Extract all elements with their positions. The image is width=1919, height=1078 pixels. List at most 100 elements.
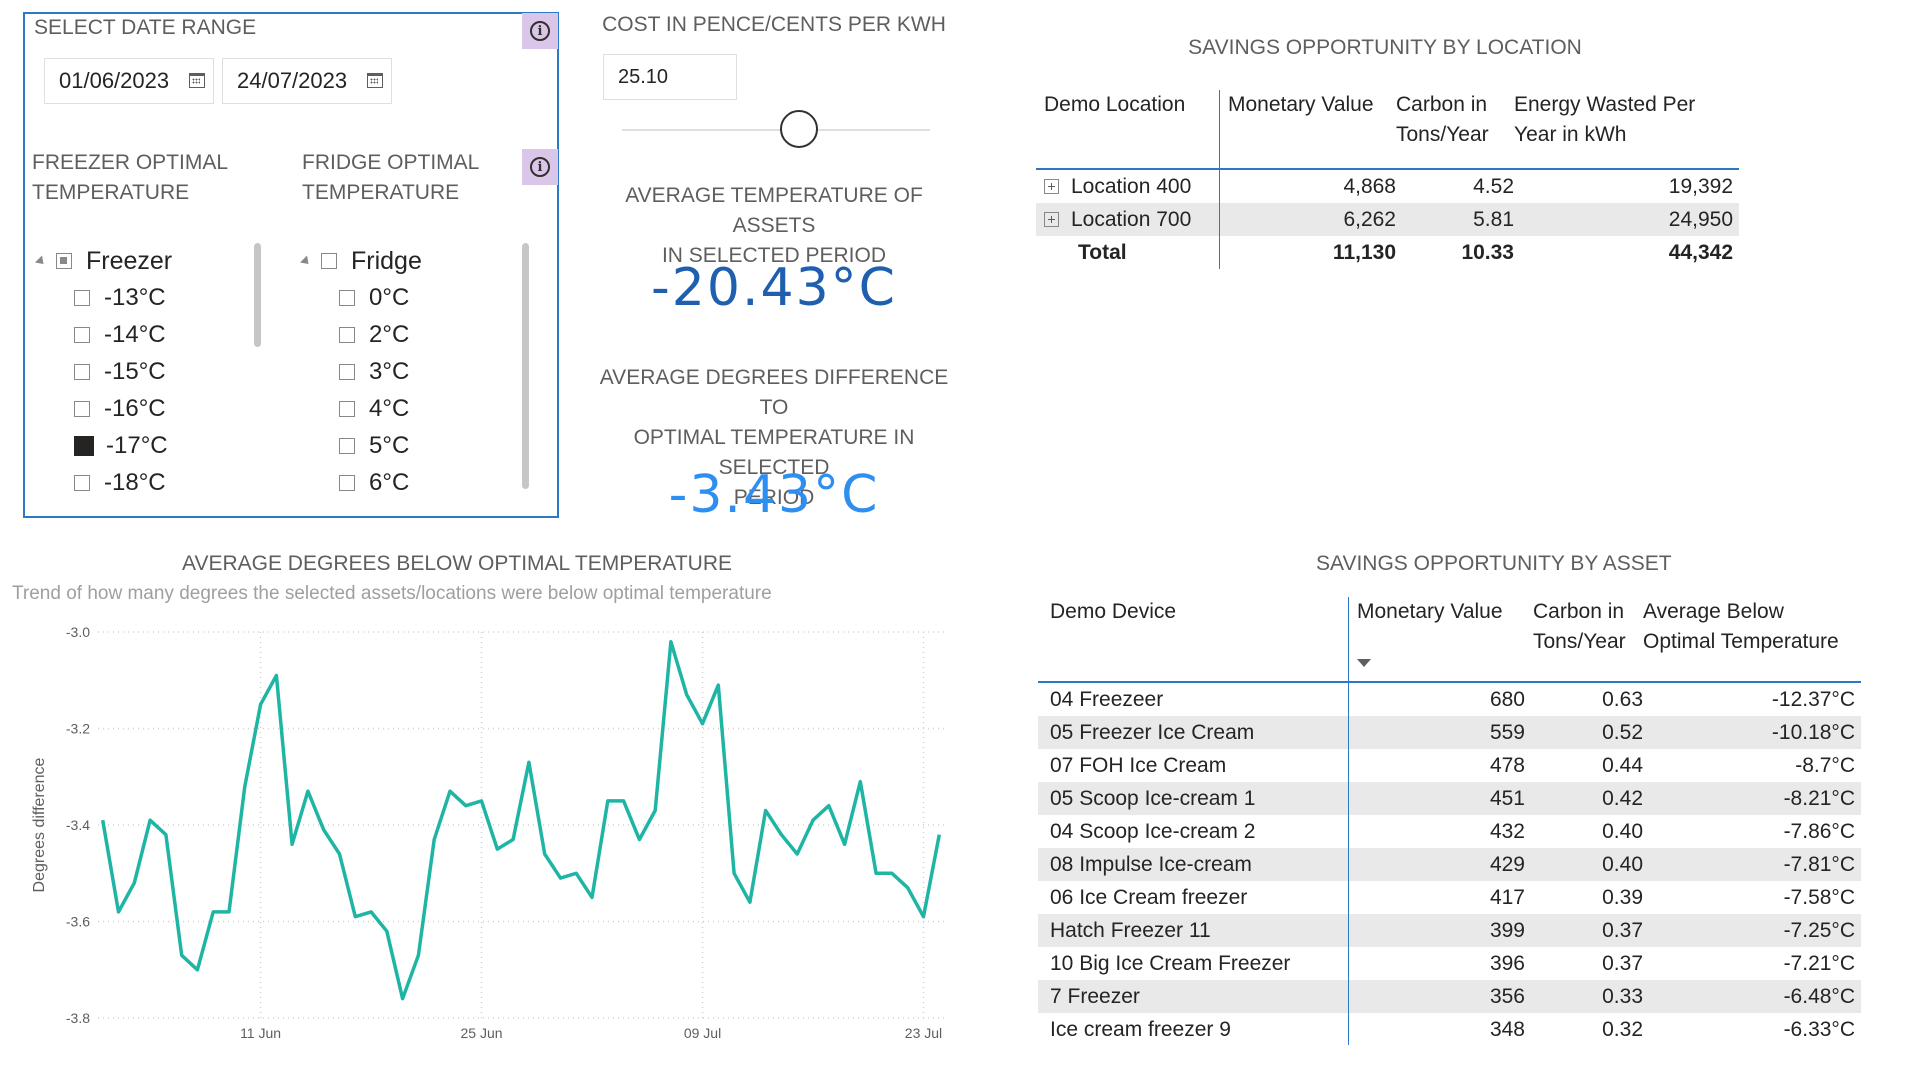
asset-name: Ice cream freezer 9: [1038, 1013, 1349, 1045]
fridge-option-label: 2°C: [369, 320, 410, 348]
date-range-label: SELECT DATE RANGE: [34, 16, 257, 39]
table-row[interactable]: Ice cream freezer 9 348 0.32 -6.33°C: [1038, 1013, 1861, 1045]
freezer-option[interactable]: -13°C: [74, 279, 266, 316]
asset-below-optimal: -7.86°C: [1783, 819, 1855, 843]
freezer-option[interactable]: -18°C: [74, 464, 266, 501]
asset-table: Demo Device Monetary Value Carbon in Tons…: [1038, 597, 1861, 1045]
fridge-option[interactable]: 4°C: [339, 390, 521, 427]
asset-header-row: Demo Device Monetary Value Carbon in Tons…: [1038, 597, 1861, 682]
freezer-group-checkbox[interactable]: [56, 253, 72, 269]
location-monetary: 4,868: [1343, 174, 1396, 198]
cost-slider-handle[interactable]: [780, 110, 818, 148]
freezer-option-checkbox[interactable]: [74, 363, 90, 380]
col-header-carbon[interactable]: Carbon in Tons/Year: [1533, 600, 1626, 653]
location-table: Demo Location Monetary Value Carbon in To…: [1036, 90, 1739, 269]
freezer-scrollbar[interactable]: [254, 243, 261, 347]
cost-label: COST IN PENCE/CENTS PER KWH: [602, 13, 946, 36]
info-icon: i: [530, 157, 550, 177]
avg-temp-label: AVERAGE TEMPERATURE OF ASSETS IN SELECTE…: [588, 181, 960, 271]
freezer-group-label: Freezer: [86, 246, 173, 275]
series-line[interactable]: [100, 639, 942, 1001]
freezer-option-checkbox[interactable]: [74, 474, 90, 491]
start-date-input[interactable]: 01/06/2023: [44, 58, 214, 104]
fridge-slicer: Fridge 0°C 2°C 3°C 4°C 5°C 6°C: [299, 243, 521, 525]
table-row[interactable]: Location 700 6,262 5.81 24,950: [1036, 203, 1739, 236]
asset-carbon: 0.37: [1602, 951, 1643, 975]
fridge-option-checkbox[interactable]: [339, 474, 355, 491]
fridge-option-checkbox[interactable]: [339, 363, 355, 380]
table-row[interactable]: 06 Ice Cream freezer 417 0.39 -7.58°C: [1038, 881, 1861, 914]
fridge-option[interactable]: 0°C: [339, 279, 521, 316]
col-header-monetary[interactable]: Monetary Value: [1349, 597, 1534, 682]
fridge-option-checkbox[interactable]: [339, 326, 355, 343]
table-row[interactable]: 10 Big Ice Cream Freezer 396 0.37 -7.21°C: [1038, 947, 1861, 980]
asset-table-title: SAVINGS OPPORTUNITY BY ASSET: [1316, 552, 1672, 575]
col-header-monetary[interactable]: Monetary Value: [1228, 93, 1374, 116]
table-row[interactable]: 04 Freezeer 680 0.63 -12.37°C: [1038, 682, 1861, 716]
fridge-options: 0°C 2°C 3°C 4°C 5°C 6°C: [301, 279, 521, 525]
fridge-option[interactable]: 6°C: [339, 464, 521, 501]
location-header-row: Demo Location Monetary Value Carbon in To…: [1036, 90, 1739, 169]
asset-carbon: 0.52: [1533, 716, 1643, 749]
asset-below-optimal: -7.21°C: [1783, 951, 1855, 975]
line-chart[interactable]: Degrees difference -3.0 -3.2 -3.4 -3.6 -3.8 1…: [0, 610, 960, 1040]
col-header-energy[interactable]: Energy Wasted Per Year in kWh: [1514, 93, 1696, 146]
table-row[interactable]: 05 Scoop Ice-cream 1 451 0.42 -8.21°C: [1038, 782, 1861, 815]
fridge-group-row[interactable]: Fridge: [299, 243, 521, 279]
y-tick-label: -3.4: [66, 817, 90, 833]
asset-name: 05 Freezer Ice Cream: [1038, 716, 1349, 749]
end-date-input[interactable]: 24/07/2023: [222, 58, 392, 104]
asset-monetary: 396: [1489, 951, 1525, 975]
avg-diff-label-line: AVERAGE DEGREES DIFFERENCE TO: [599, 366, 949, 419]
fridge-option-checkbox[interactable]: [339, 437, 355, 454]
table-row[interactable]: 04 Scoop Ice-cream 2 432 0.40 -7.86°C: [1038, 815, 1861, 848]
fridge-option[interactable]: 5°C: [339, 427, 521, 464]
calendar-icon[interactable]: [189, 73, 205, 88]
expand-icon[interactable]: [1044, 212, 1059, 228]
date-info-button[interactable]: i: [522, 13, 558, 49]
cost-input[interactable]: 25.10: [603, 54, 737, 100]
col-header-below[interactable]: Average Below Optimal Temperature: [1643, 600, 1839, 653]
freezer-option[interactable]: -17°C: [74, 427, 266, 464]
table-row[interactable]: Hatch Freezer 11 399 0.37 -7.25°C: [1038, 914, 1861, 947]
freezer-option-checkbox[interactable]: [74, 400, 90, 417]
cost-slider-track[interactable]: [622, 129, 930, 131]
fridge-scrollbar[interactable]: [522, 243, 529, 489]
freezer-option-label: -13°C: [104, 283, 166, 311]
freezer-optimal-label: FREEZER OPTIMAL TEMPERATURE: [32, 148, 228, 208]
table-row[interactable]: 07 FOH Ice Cream 478 0.44 -8.7°C: [1038, 749, 1861, 782]
col-header-carbon[interactable]: Carbon in Tons/Year: [1396, 93, 1489, 146]
table-row[interactable]: 05 Freezer Ice Cream 559 0.52 -10.18°C: [1038, 716, 1861, 749]
asset-name: 07 FOH Ice Cream: [1038, 749, 1349, 782]
asset-monetary: 451: [1348, 782, 1533, 815]
table-row[interactable]: Location 400 4,868 4.52 19,392: [1036, 169, 1739, 203]
location-energy: 19,392: [1668, 174, 1733, 198]
col-header-location[interactable]: Demo Location: [1036, 90, 1220, 169]
freezer-option-checkbox[interactable]: [74, 289, 90, 306]
sort-desc-icon[interactable]: [1357, 659, 1371, 667]
freezer-slicer: Freezer -13°C -14°C -15°C -16°C -17°C -18°C: [34, 243, 266, 522]
fridge-option[interactable]: 3°C: [339, 353, 521, 390]
expand-icon[interactable]: [1044, 179, 1059, 195]
freezer-option[interactable]: -16°C: [74, 390, 266, 427]
freezer-option[interactable]: -14°C: [74, 316, 266, 353]
table-row[interactable]: 7 Freezer 356 0.33 -6.48°C: [1038, 980, 1861, 1013]
table-row[interactable]: 08 Impulse Ice-cream 429 0.40 -7.81°C: [1038, 848, 1861, 881]
fridge-option-checkbox[interactable]: [339, 400, 355, 417]
asset-monetary: 417: [1489, 885, 1525, 909]
collapse-icon[interactable]: [34, 254, 48, 268]
slicer-panel: [23, 12, 559, 518]
freezer-option[interactable]: -15°C: [74, 353, 266, 390]
temperature-info-button[interactable]: i: [522, 149, 558, 185]
freezer-option-checkbox[interactable]: [74, 326, 90, 343]
fridge-option[interactable]: 2°C: [339, 316, 521, 353]
col-header-device[interactable]: Demo Device: [1038, 597, 1349, 682]
freezer-label-line: FREEZER OPTIMAL: [32, 151, 229, 174]
freezer-option-checkbox[interactable]: [74, 435, 94, 456]
fridge-group-checkbox[interactable]: [321, 253, 337, 269]
freezer-group-row[interactable]: Freezer: [34, 243, 266, 279]
fridge-option-checkbox[interactable]: [339, 289, 355, 306]
fridge-option-label: 3°C: [369, 357, 410, 385]
calendar-icon[interactable]: [367, 73, 383, 88]
collapse-icon[interactable]: [299, 254, 313, 268]
